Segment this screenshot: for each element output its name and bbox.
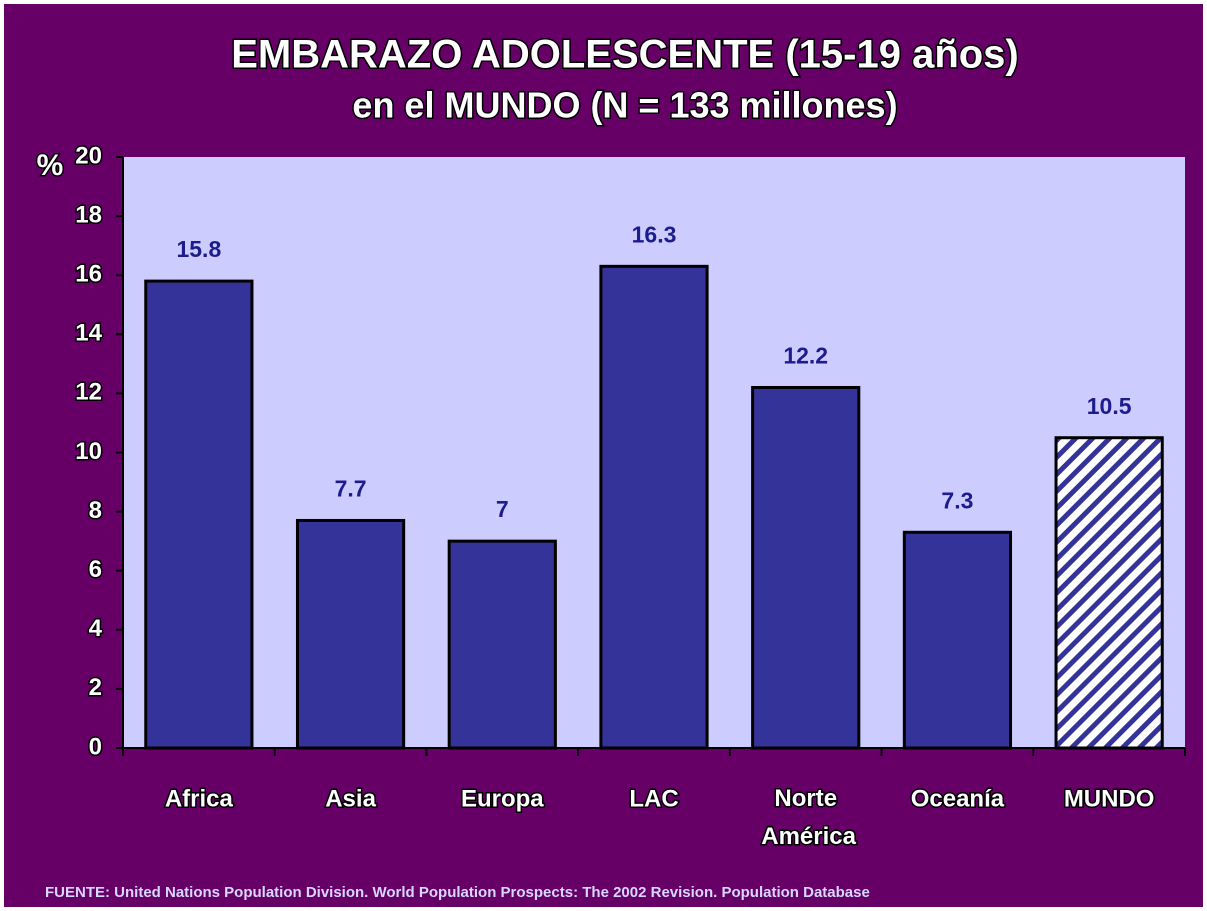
chart-title: EMBARAZO ADOLESCENTE (15-19 años) <box>231 33 1019 77</box>
bar <box>599 264 709 750</box>
value-label: 7 <box>496 496 509 522</box>
x-tick-label: Africa <box>165 785 234 812</box>
bar <box>295 518 406 750</box>
y-tick-label: 16 <box>75 261 102 288</box>
value-label: 15.8 <box>176 236 221 262</box>
y-tick-label: 2 <box>89 674 102 701</box>
bar <box>902 530 1013 750</box>
y-tick-label: 10 <box>75 438 102 465</box>
y-tick-label: 6 <box>89 556 102 583</box>
x-tick-label: Norte América <box>755 785 856 850</box>
x-tick-label: Oceanía <box>911 785 1005 812</box>
value-label: 7.3 <box>941 487 973 513</box>
x-tick-label: MUNDO <box>1064 785 1155 812</box>
value-label: 12.2 <box>783 343 828 369</box>
y-tick-label: 12 <box>75 379 102 406</box>
x-tick-label: Asia <box>325 785 376 812</box>
x-tick-label: LAC <box>629 785 678 812</box>
bar <box>144 279 254 750</box>
source-note: FUENTE: United Nations Population Divisi… <box>45 884 870 901</box>
y-tick-label: 18 <box>75 201 102 228</box>
y-axis-label: % <box>37 149 64 182</box>
y-tick-label: 4 <box>89 615 103 642</box>
x-tick-label: Europa <box>461 785 544 812</box>
y-tick-label: 14 <box>75 320 102 347</box>
bar <box>1054 436 1164 750</box>
bar <box>447 539 557 750</box>
value-label: 7.7 <box>335 476 367 502</box>
bar <box>751 385 861 750</box>
y-tick-label: 8 <box>89 497 102 524</box>
y-tick-label: 0 <box>89 733 102 760</box>
y-tick-label: 20 <box>75 142 102 169</box>
chart-subtitle: en el MUNDO (N = 133 millones) <box>352 85 897 126</box>
value-label: 10.5 <box>1087 393 1132 419</box>
value-label: 16.3 <box>632 221 677 247</box>
